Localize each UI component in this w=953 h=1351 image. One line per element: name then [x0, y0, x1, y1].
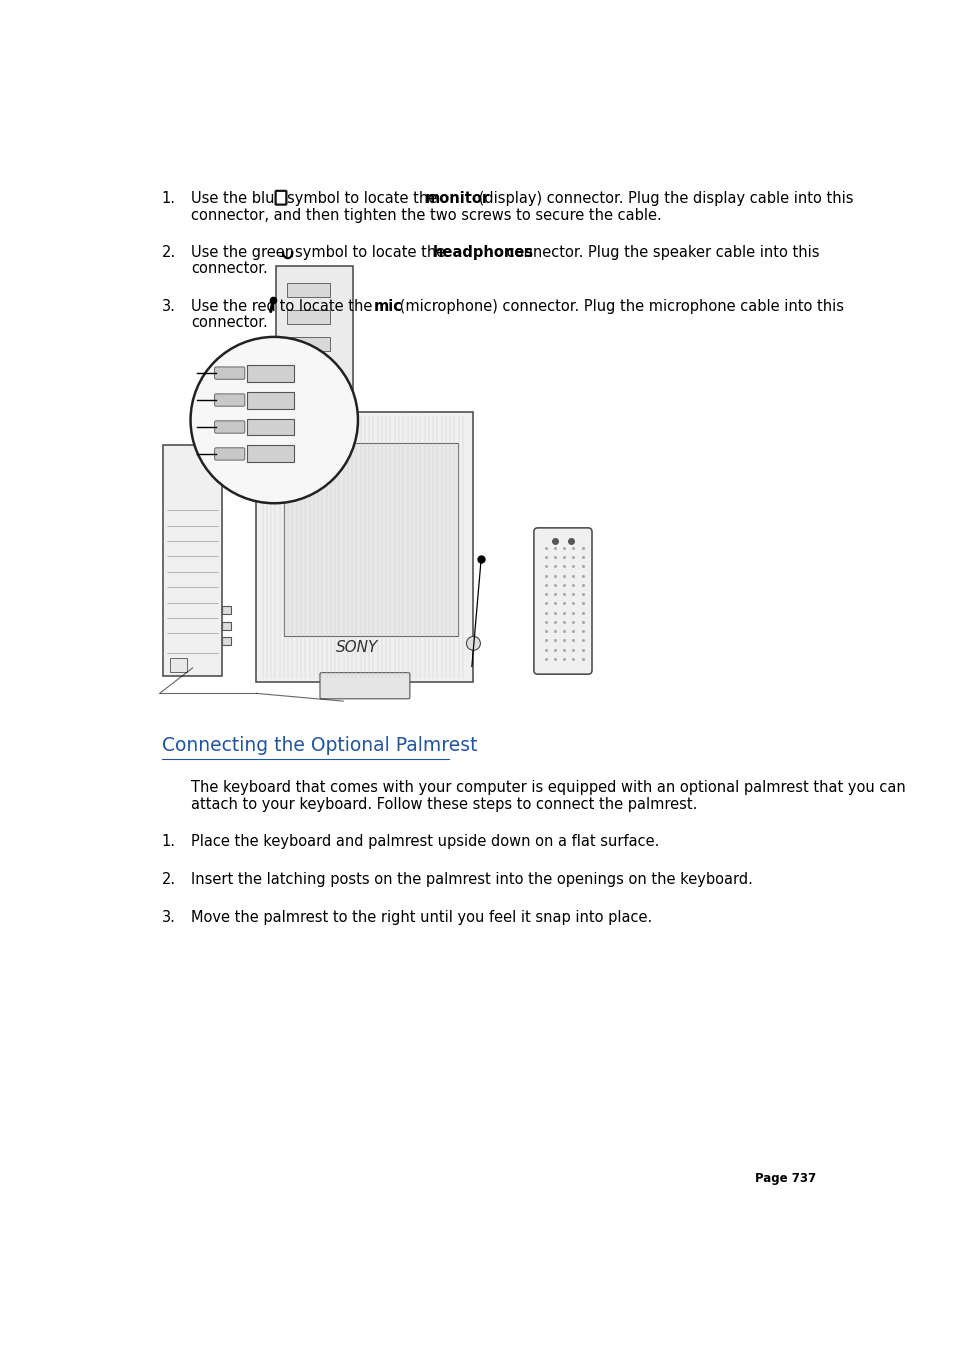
FancyBboxPatch shape: [256, 412, 473, 682]
Text: attach to your keyboard. Follow these steps to connect the palmrest.: attach to your keyboard. Follow these st…: [192, 797, 697, 812]
Text: 1.: 1.: [162, 835, 175, 850]
FancyBboxPatch shape: [154, 351, 822, 709]
FancyBboxPatch shape: [287, 390, 330, 405]
Text: to locate the: to locate the: [275, 299, 377, 315]
Text: Page 737: Page 737: [754, 1173, 815, 1185]
FancyBboxPatch shape: [287, 363, 330, 378]
FancyBboxPatch shape: [247, 392, 294, 408]
Text: Use the blue: Use the blue: [192, 192, 288, 207]
FancyBboxPatch shape: [221, 621, 231, 630]
Text: symbol to locate the: symbol to locate the: [287, 192, 442, 207]
Text: The keyboard that comes with your computer is equipped with an optional palmrest: The keyboard that comes with your comput…: [192, 781, 905, 796]
FancyBboxPatch shape: [287, 309, 330, 324]
FancyBboxPatch shape: [214, 422, 245, 434]
FancyBboxPatch shape: [214, 367, 245, 380]
Text: Use the green: Use the green: [192, 246, 298, 261]
FancyBboxPatch shape: [247, 446, 294, 462]
Text: 1.: 1.: [162, 192, 175, 207]
Text: mic: mic: [374, 299, 402, 315]
Text: 3.: 3.: [162, 909, 175, 925]
FancyBboxPatch shape: [534, 528, 592, 674]
Text: Place the keyboard and palmrest upside down on a flat surface.: Place the keyboard and palmrest upside d…: [192, 835, 659, 850]
Text: SONY: SONY: [335, 640, 378, 655]
Text: Insert the latching posts on the palmrest into the openings on the keyboard.: Insert the latching posts on the palmres…: [192, 871, 753, 888]
Text: 3.: 3.: [162, 299, 175, 315]
FancyBboxPatch shape: [163, 444, 221, 676]
FancyBboxPatch shape: [247, 419, 294, 435]
FancyBboxPatch shape: [283, 443, 457, 636]
Text: connector. Plug the speaker cable into this: connector. Plug the speaker cable into t…: [502, 246, 819, 261]
FancyBboxPatch shape: [221, 638, 231, 644]
Text: (microphone) connector. Plug the microphone cable into this: (microphone) connector. Plug the microph…: [395, 299, 842, 315]
FancyBboxPatch shape: [275, 190, 286, 204]
Text: Connecting the Optional Palmrest: Connecting the Optional Palmrest: [162, 736, 476, 755]
Circle shape: [191, 336, 357, 503]
Text: Move the palmrest to the right until you feel it snap into place.: Move the palmrest to the right until you…: [192, 909, 652, 925]
FancyBboxPatch shape: [319, 673, 410, 698]
Text: symbol to locate the: symbol to locate the: [294, 246, 449, 261]
Text: monitor: monitor: [425, 192, 490, 207]
FancyBboxPatch shape: [221, 607, 231, 615]
FancyBboxPatch shape: [287, 336, 330, 351]
FancyBboxPatch shape: [275, 266, 353, 420]
Text: connector.: connector.: [192, 315, 268, 331]
FancyBboxPatch shape: [170, 658, 187, 671]
Text: connector, and then tighten the two screws to secure the cable.: connector, and then tighten the two scre…: [192, 208, 661, 223]
Text: 2.: 2.: [162, 246, 175, 261]
Text: connector.: connector.: [192, 262, 268, 277]
Text: Use the red: Use the red: [192, 299, 280, 315]
Text: 2.: 2.: [162, 871, 175, 888]
FancyBboxPatch shape: [247, 365, 294, 381]
FancyBboxPatch shape: [287, 282, 330, 297]
Text: headphones: headphones: [432, 246, 533, 261]
Text: (display) connector. Plug the display cable into this: (display) connector. Plug the display ca…: [474, 192, 853, 207]
Circle shape: [466, 636, 480, 650]
FancyBboxPatch shape: [214, 394, 245, 407]
FancyBboxPatch shape: [214, 447, 245, 461]
